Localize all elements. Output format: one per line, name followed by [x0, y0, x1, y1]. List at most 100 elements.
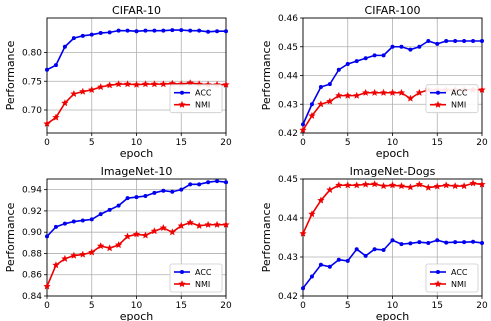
legend-marker-nmi	[434, 280, 442, 288]
data-point-acc	[89, 217, 94, 222]
data-point-acc	[98, 30, 103, 35]
data-point-acc	[318, 262, 323, 267]
y-tick-label: 0.86	[22, 271, 42, 281]
data-point-nmi	[195, 221, 203, 229]
legend-label-nmi: NMI	[195, 280, 210, 289]
data-point-nmi	[397, 88, 406, 96]
x-tick-label: 0	[44, 138, 50, 148]
x-tick-label: 15	[176, 301, 187, 311]
x-tick-label: 10	[387, 138, 399, 148]
data-point-nmi	[70, 89, 78, 98]
data-point-acc	[435, 238, 440, 243]
x-tick-label: 5	[345, 301, 351, 311]
data-point-acc	[480, 39, 484, 43]
data-point-acc	[188, 28, 193, 33]
x-tick-label: 0	[44, 301, 50, 311]
data-point-nmi	[222, 220, 230, 228]
data-point-acc	[318, 85, 323, 89]
data-point-nmi	[114, 80, 123, 88]
data-point-nmi	[61, 254, 69, 262]
data-point-acc	[206, 29, 211, 34]
data-point-nmi	[123, 80, 132, 88]
data-point-nmi	[308, 111, 316, 119]
data-point-acc	[143, 194, 148, 199]
data-point-acc	[372, 247, 377, 252]
data-point-nmi	[105, 244, 114, 252]
data-point-nmi	[222, 80, 230, 88]
data-point-acc	[71, 219, 76, 224]
data-point-acc	[71, 36, 76, 41]
data-point-nmi	[344, 181, 352, 189]
data-point-acc	[116, 28, 121, 33]
data-point-nmi	[299, 126, 307, 134]
data-point-acc	[152, 190, 157, 195]
data-point-nmi	[43, 282, 51, 290]
data-point-acc	[152, 28, 157, 33]
x-axis-label: epoch	[376, 310, 410, 321]
data-point-nmi	[388, 88, 397, 96]
y-tick-label: 0.46	[278, 14, 298, 24]
data-point-nmi	[150, 227, 159, 235]
data-point-acc	[390, 238, 395, 243]
data-point-nmi	[406, 183, 415, 191]
legend: ACC NMI	[425, 263, 479, 293]
data-point-acc	[399, 242, 404, 247]
data-point-nmi	[361, 88, 370, 96]
x-tick-label: 0	[300, 138, 306, 148]
legend-marker-acc	[436, 270, 440, 274]
data-point-acc	[381, 53, 386, 58]
chart-title: ImageNet-Dogs	[350, 165, 436, 178]
data-point-acc	[462, 240, 467, 245]
data-point-nmi	[451, 182, 459, 190]
data-point-acc	[390, 44, 395, 49]
data-point-nmi	[317, 100, 325, 108]
data-point-nmi	[213, 220, 221, 228]
data-point-nmi	[105, 81, 114, 89]
y-tick-label: 0.43	[278, 253, 298, 263]
x-tick-label: 20	[220, 138, 232, 148]
x-tick-label: 5	[89, 138, 95, 148]
x-tick-label: 15	[176, 138, 187, 148]
data-point-acc	[417, 240, 422, 245]
data-point-acc	[453, 240, 458, 245]
data-point-nmi	[43, 119, 51, 127]
data-point-acc	[372, 53, 377, 58]
data-point-nmi	[433, 182, 441, 190]
y-tick-label: 0.84	[22, 292, 42, 302]
data-point-acc	[426, 240, 431, 245]
data-point-acc	[381, 247, 386, 252]
data-point-nmi	[326, 97, 334, 105]
chart-panel-3: 0 5 10 15 20 0.42 0.43 0.44 0.45 ImageNet-Dogs epo…	[260, 165, 488, 321]
x-tick-label: 20	[220, 301, 232, 311]
x-tick-label: 10	[131, 138, 143, 148]
data-point-acc	[206, 180, 211, 185]
data-point-nmi	[335, 181, 343, 189]
data-point-acc	[354, 247, 359, 252]
data-point-nmi	[424, 183, 433, 191]
legend-label-nmi: NMI	[195, 101, 210, 110]
data-point-nmi	[415, 180, 424, 188]
data-point-nmi	[326, 185, 334, 194]
data-point-acc	[197, 28, 202, 33]
legend-marker-acc	[180, 90, 184, 95]
data-point-acc	[80, 218, 85, 223]
data-point-acc	[53, 63, 58, 68]
data-point-nmi	[379, 182, 388, 190]
legend-label-nmi: NMI	[451, 280, 466, 289]
x-axis-label: epoch	[120, 310, 154, 321]
data-point-nmi	[388, 181, 397, 189]
data-point-acc	[399, 44, 404, 49]
y-tick-label: 0.75	[22, 77, 42, 87]
data-point-nmi	[96, 83, 105, 91]
data-point-acc	[45, 67, 49, 72]
data-point-acc	[327, 82, 332, 87]
data-point-acc	[134, 29, 139, 34]
chart-panel-1: 0 5 10 15 20 0.42 0.43 0.44 0.45 0.46 CIFAR-100 epo…	[260, 4, 488, 160]
y-tick-label: 0.70	[22, 106, 42, 116]
data-point-acc	[215, 29, 220, 34]
y-tick-label: 0.42	[278, 292, 298, 302]
legend-label-acc: ACC	[195, 268, 212, 277]
y-tick-label: 0.80	[22, 49, 42, 59]
data-point-nmi	[460, 182, 468, 190]
data-point-acc	[363, 253, 368, 258]
